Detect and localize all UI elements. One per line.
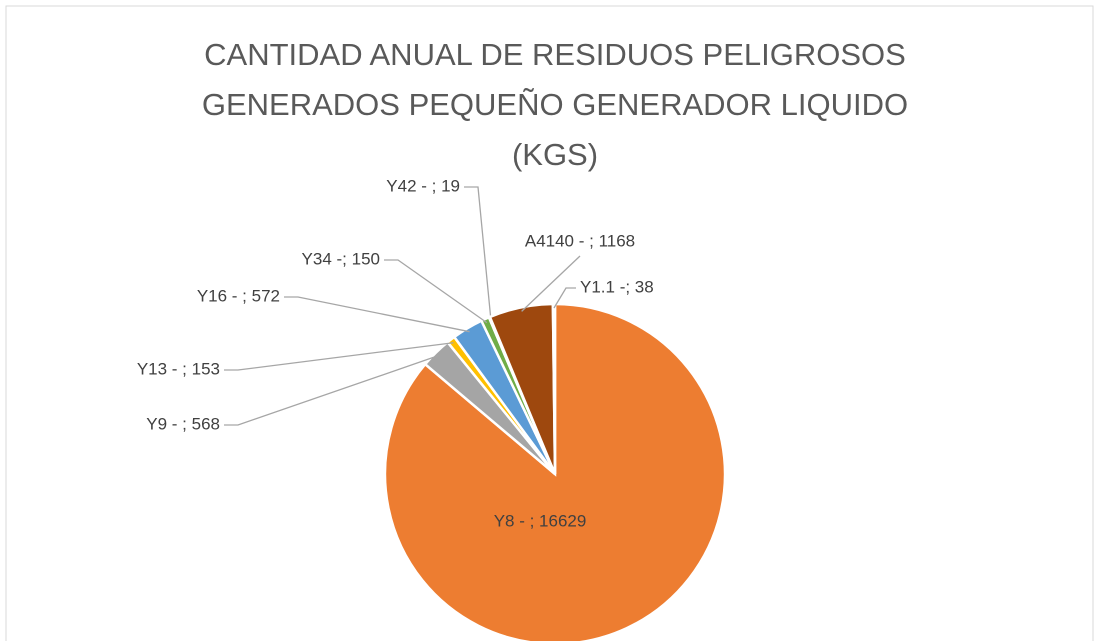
leader-line: [224, 342, 454, 371]
chart-border: [5, 5, 1094, 641]
data-label: A4140 - ; 1168: [525, 231, 635, 250]
leader-line: [224, 354, 439, 426]
data-label: Y9 - ; 568: [146, 414, 220, 433]
leader-line: [553, 287, 576, 309]
data-label: Y34 -; 150: [302, 249, 380, 268]
leader-line: [284, 296, 470, 333]
leader-line: [384, 259, 488, 324]
pie-slice: [551, 302, 557, 475]
leader-line: [464, 186, 492, 321]
leader-line: [521, 255, 581, 312]
data-label: Y13 - ; 153: [137, 359, 220, 378]
data-label: Y8 - ; 16629: [494, 511, 587, 530]
chart-title: CANTIDAD ANUAL DE RESIDUOS PELIGROSOS GE…: [201, 37, 909, 172]
data-label: Y16 - ; 572: [197, 286, 280, 305]
data-label: Y1.1 -; 38: [580, 277, 654, 296]
pie-slice: [383, 302, 727, 641]
data-label: Y42 - ; 19: [386, 176, 460, 195]
